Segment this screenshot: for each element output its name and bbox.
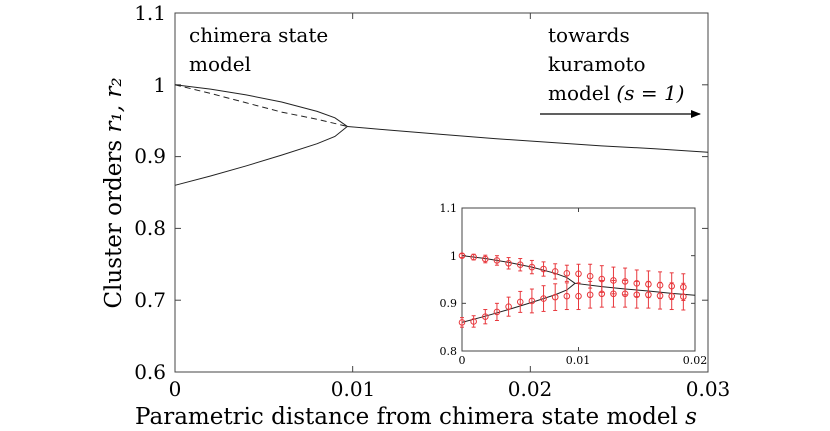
data-point xyxy=(586,291,594,299)
data-point xyxy=(656,292,664,300)
data-point xyxy=(528,297,536,305)
inset-x-tick-label: 0 xyxy=(459,354,466,367)
series-line xyxy=(174,84,348,127)
series-line xyxy=(174,84,348,127)
inset-y-tick-label: 0.8 xyxy=(440,345,458,358)
data-point xyxy=(575,292,582,300)
data-point xyxy=(645,291,652,299)
data-point xyxy=(516,261,524,269)
main-ticks xyxy=(174,12,709,373)
annotation-kuramoto-line1: towards xyxy=(548,23,630,47)
x-axis-label: Parametric distance from chimera state m… xyxy=(135,404,697,430)
main-curves xyxy=(174,84,709,186)
y-axis-label: Cluster orders r₁, r₂ xyxy=(101,77,127,308)
annotation-chimera-line2: model xyxy=(189,52,251,76)
x-tick-label: 0 xyxy=(169,377,182,401)
data-point xyxy=(551,268,559,275)
x-tick-label: 0.02 xyxy=(508,377,553,401)
data-point xyxy=(563,270,571,277)
annotation-kuramoto-line2: kuramoto xyxy=(548,52,646,76)
data-point xyxy=(505,303,512,310)
y-tick-label: 1 xyxy=(153,73,166,97)
y-tick-label: 0.8 xyxy=(134,216,166,240)
y-tick-label: 0.9 xyxy=(134,144,166,168)
inset-y-tick-label: 1.1 xyxy=(440,202,458,215)
data-point xyxy=(482,255,489,263)
data-point xyxy=(516,298,524,306)
annotation-chimera-line1: chimera state xyxy=(189,23,328,47)
data-point xyxy=(505,259,512,267)
data-point xyxy=(668,292,676,300)
data-point xyxy=(563,292,571,300)
data-point xyxy=(493,257,501,264)
data-point xyxy=(493,308,501,316)
inset-x-tick-label: 0.01 xyxy=(566,354,591,367)
y-tick-label: 0.6 xyxy=(134,360,166,384)
data-point xyxy=(540,265,547,273)
data-point xyxy=(621,290,629,298)
inset-y-tick-label: 0.9 xyxy=(440,297,458,310)
data-point xyxy=(551,293,559,301)
data-point xyxy=(458,319,466,326)
data-point xyxy=(482,313,489,320)
data-point xyxy=(540,295,547,302)
data-point xyxy=(470,253,477,261)
data-point xyxy=(610,290,617,298)
data-point xyxy=(470,318,477,325)
inset-x-tick-label: 0.02 xyxy=(683,354,708,367)
y-tick-label: 0.7 xyxy=(134,288,166,312)
inset-ticks xyxy=(461,207,696,352)
x-tick-label: 0.01 xyxy=(331,377,376,401)
inset-y-tick-label: 1 xyxy=(450,250,457,263)
data-point xyxy=(680,293,687,300)
data-point xyxy=(528,263,536,271)
data-point xyxy=(575,270,582,278)
inset-simulation-markers xyxy=(458,252,687,328)
data-point xyxy=(586,272,594,280)
data-point xyxy=(458,252,466,259)
data-point xyxy=(598,290,606,298)
x-tick-label: 0.03 xyxy=(686,377,731,401)
y-tick-label: 1.1 xyxy=(134,1,166,25)
series-line xyxy=(174,126,348,186)
data-point xyxy=(633,291,641,299)
annotation-kuramoto-line3: model (s = 1) xyxy=(548,81,684,105)
series-line xyxy=(347,125,709,153)
